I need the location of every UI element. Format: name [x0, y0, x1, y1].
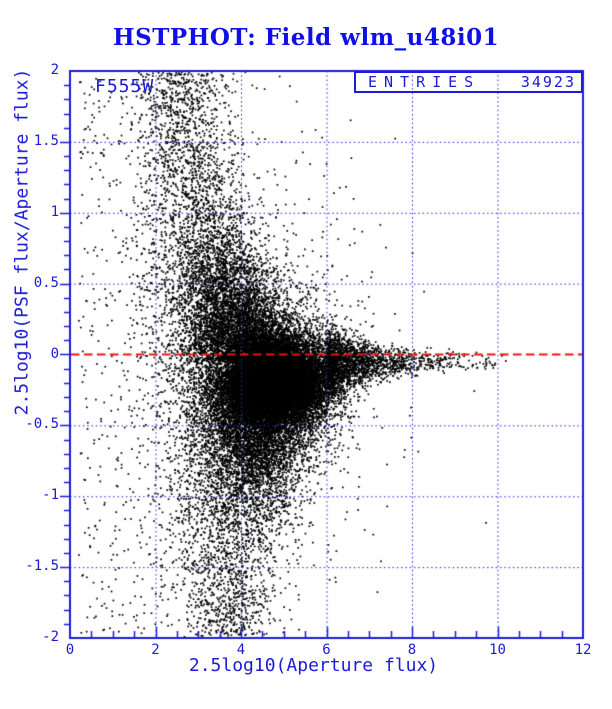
- x-tick-label: 0: [65, 642, 75, 658]
- filter-label: F555W: [95, 76, 155, 97]
- x-tick-label: 6: [322, 642, 331, 658]
- y-tick-label: 0.5: [33, 274, 59, 291]
- entries-legend-box: ENTRIES 34923: [354, 71, 583, 93]
- entries-label: ENTRIES: [368, 72, 481, 91]
- y-tick-label: 2: [50, 62, 59, 78]
- y-tick-label: 1: [50, 203, 59, 220]
- y-tick-label: -1.5: [25, 558, 59, 575]
- page-title: HSTPHOT: Field wlm_u48i01: [112, 24, 500, 51]
- y-tick-label: -2: [42, 629, 59, 645]
- x-tick-label: 4: [236, 642, 246, 658]
- x-tick-label: 2: [151, 642, 160, 658]
- y-tick-label: -0.5: [25, 416, 59, 433]
- y-tick-label: -1: [42, 487, 59, 504]
- y-tick-label: 1.5: [33, 132, 59, 149]
- x-axis-title: 2.5log10(Aperture flux): [188, 655, 439, 676]
- x-tick-label: 8: [407, 642, 417, 658]
- x-tick-label: 10: [489, 642, 506, 658]
- y-axis-title: 2.5log10(PSF flux/Aperture flux): [11, 68, 33, 416]
- y-tick-label: 0: [50, 345, 59, 362]
- x-tick-label: 12: [574, 642, 592, 658]
- entries-count: 34923: [520, 72, 576, 91]
